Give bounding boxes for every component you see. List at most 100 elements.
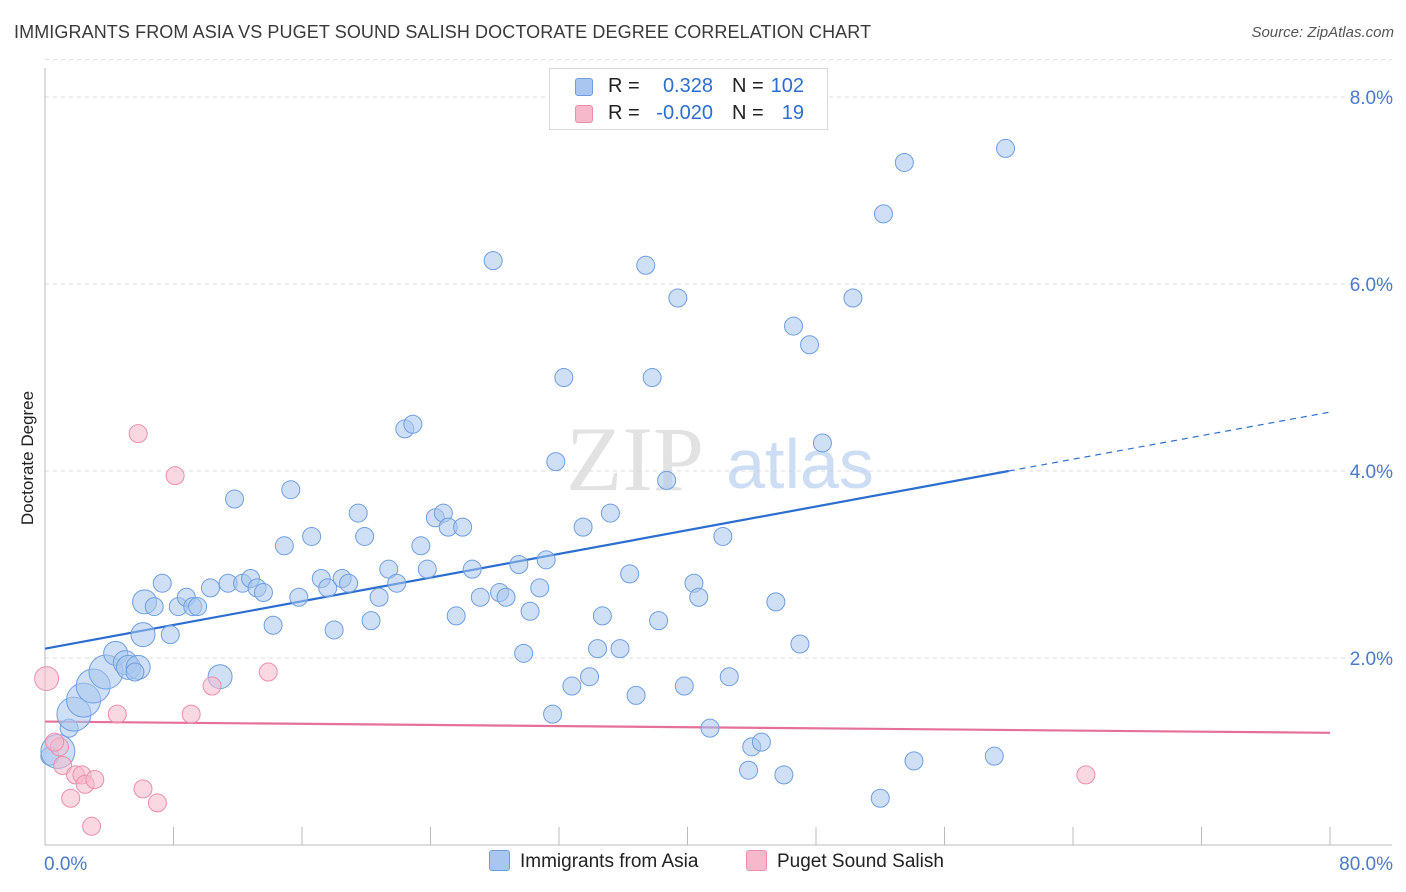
salish-point bbox=[258, 662, 278, 682]
y-tick-label: 4.0% bbox=[1350, 462, 1393, 483]
asia-point bbox=[446, 606, 466, 626]
legend-row-salish: R = -0.020 N = 19 bbox=[550, 102, 827, 128]
asia-point bbox=[253, 583, 273, 603]
asia-point bbox=[657, 470, 677, 490]
asia-point bbox=[462, 559, 482, 579]
asia-point bbox=[894, 152, 914, 172]
asia-point bbox=[188, 597, 208, 617]
asia-point bbox=[509, 555, 529, 574]
asia-point bbox=[200, 578, 220, 598]
salish-point bbox=[107, 704, 127, 724]
legend-n-value: 102 bbox=[770, 75, 804, 97]
asia-point bbox=[496, 587, 516, 607]
salish-point bbox=[85, 770, 105, 790]
asia-point bbox=[668, 288, 688, 308]
asia-point bbox=[626, 685, 646, 705]
asia-point bbox=[774, 765, 794, 785]
legend-swatch-pink bbox=[575, 105, 593, 123]
chart-title: IMMIGRANTS FROM ASIA VS PUGET SOUND SALI… bbox=[14, 22, 872, 42]
asia-point bbox=[144, 597, 164, 617]
asia-point bbox=[361, 611, 381, 631]
asia-point bbox=[642, 368, 662, 387]
asia-point bbox=[600, 503, 620, 523]
asia-point bbox=[580, 667, 600, 687]
salish-point bbox=[133, 779, 153, 799]
salish-trend-line bbox=[44, 720, 1331, 734]
asia-point bbox=[719, 667, 739, 687]
asia-point bbox=[483, 251, 503, 271]
data-points bbox=[34, 101, 1096, 836]
bottom-legend-asia: Immigrants from Asia bbox=[489, 850, 698, 873]
asia-point bbox=[355, 526, 375, 546]
asia-point bbox=[160, 625, 180, 645]
asia-point bbox=[790, 634, 810, 654]
asia-point bbox=[520, 601, 540, 621]
asia-point bbox=[281, 480, 301, 500]
asia-trend-extension bbox=[1008, 411, 1331, 472]
salish-point bbox=[61, 788, 81, 808]
stats-legend: R = 0.328 N = 102 R = -0.020 N = 19 bbox=[549, 68, 828, 130]
asia-point bbox=[274, 536, 294, 556]
asia-point bbox=[324, 620, 344, 640]
asia-point bbox=[573, 517, 593, 537]
salish-point bbox=[1076, 765, 1096, 785]
asia-point bbox=[592, 606, 612, 626]
bottom-legend-swatch-blue bbox=[489, 850, 510, 871]
asia-point bbox=[996, 138, 1016, 158]
asia-point bbox=[348, 503, 368, 523]
salish-point bbox=[34, 666, 60, 692]
asia-point bbox=[562, 676, 582, 696]
asia-point bbox=[713, 526, 733, 546]
asia-point bbox=[289, 587, 309, 607]
legend-n-label: N = bbox=[732, 102, 764, 124]
asia-point bbox=[530, 578, 550, 598]
source-label: Source: ZipAtlas.com bbox=[1251, 24, 1394, 41]
asia-point bbox=[536, 550, 556, 570]
asia-point bbox=[225, 489, 245, 509]
bottom-legend-label: Puget Sound Salish bbox=[777, 851, 944, 872]
watermark-zip: ZIP bbox=[566, 408, 704, 510]
asia-point bbox=[403, 414, 423, 434]
legend-swatch-blue bbox=[575, 78, 593, 96]
asia-point bbox=[302, 526, 322, 546]
legend-n-label: N = bbox=[732, 75, 764, 97]
axes bbox=[44, 68, 1392, 846]
legend-r-value: -0.020 bbox=[656, 102, 713, 124]
legend-row-asia: R = 0.328 N = 102 bbox=[550, 75, 827, 101]
salish-point bbox=[82, 816, 102, 836]
y-tick-label: 2.0% bbox=[1350, 649, 1393, 670]
asia-point bbox=[636, 255, 656, 275]
salish-point bbox=[128, 424, 148, 444]
asia-point bbox=[700, 718, 720, 738]
bottom-legend-swatch-pink bbox=[746, 850, 767, 871]
asia-point bbox=[546, 452, 566, 472]
salish-point bbox=[147, 793, 167, 813]
x-tick-label: 0.0% bbox=[44, 854, 87, 875]
asia-point bbox=[514, 643, 534, 663]
bottom-legend-salish: Puget Sound Salish bbox=[746, 850, 944, 873]
asia-point bbox=[984, 746, 1004, 766]
asia-point bbox=[766, 592, 786, 612]
legend-n-value: 19 bbox=[781, 102, 804, 124]
asia-point bbox=[739, 760, 759, 780]
watermark: ZIP atlas bbox=[566, 408, 874, 510]
asia-point bbox=[369, 587, 389, 607]
asia-point bbox=[751, 732, 771, 752]
asia-point bbox=[339, 573, 359, 593]
asia-point bbox=[870, 788, 890, 808]
asia-point bbox=[649, 611, 669, 631]
asia-point bbox=[843, 288, 863, 308]
y-tick-label: 8.0% bbox=[1350, 88, 1393, 109]
salish-point bbox=[53, 756, 73, 776]
tick-labels: 2.0% 4.0% 6.0% 8.0% 0.0% 80.0% bbox=[44, 88, 1393, 875]
salish-point bbox=[181, 704, 201, 724]
asia-point bbox=[554, 368, 574, 387]
asia-point bbox=[417, 559, 437, 579]
asia-point bbox=[620, 564, 640, 584]
asia-point bbox=[800, 335, 820, 355]
legend-r-label: R = bbox=[608, 102, 640, 124]
asia-point bbox=[689, 587, 709, 607]
asia-point bbox=[543, 704, 563, 724]
asia-point bbox=[812, 433, 832, 453]
